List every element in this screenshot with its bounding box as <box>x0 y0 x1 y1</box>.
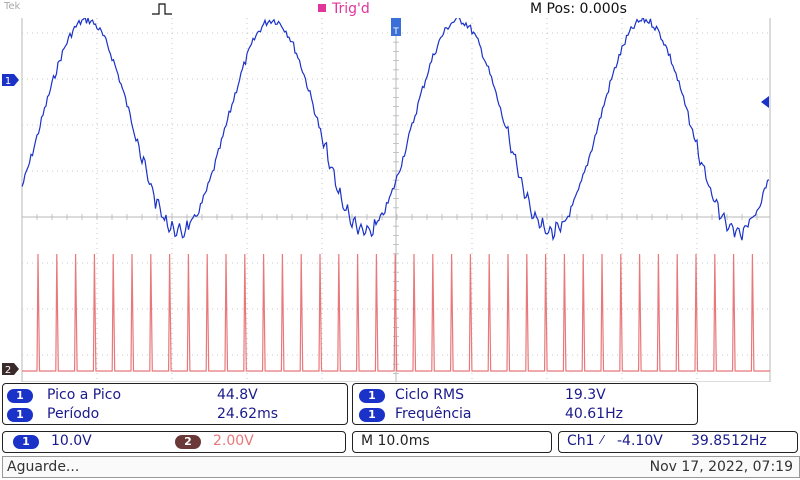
timebase-panel[interactable]: M 10.0ms <box>352 431 552 453</box>
ch2-marker-label: 2 <box>5 365 11 376</box>
measurement-row[interactable]: 1 Frequência 40.61Hz <box>359 405 693 423</box>
measurement-row[interactable]: 1 Ciclo RMS 19.3V <box>359 386 693 404</box>
measurement-row[interactable]: 1 Período 24.62ms <box>7 405 343 423</box>
ch2-waveform <box>22 254 770 371</box>
measurement-label: Frequência <box>395 405 472 423</box>
brand-label: Tek <box>4 1 20 12</box>
trigger-level-marker[interactable] <box>761 96 769 108</box>
status-message: Aguarde... <box>7 457 79 477</box>
waveform-display[interactable]: T 1 2 <box>0 18 800 382</box>
measurements-right-panel: 1 Ciclo RMS 19.3V 1 Frequência 40.61Hz <box>352 383 698 425</box>
trigger-status: Trig'd <box>318 1 370 17</box>
measurement-value: 44.8V <box>217 386 258 404</box>
svg-text:T: T <box>392 27 399 37</box>
measurement-value: 24.62ms <box>217 405 278 423</box>
measurement-value: 40.61Hz <box>565 405 623 423</box>
ch2-badge: 2 <box>175 435 201 449</box>
status-bar: Aguarde... Nov 17, 2022, 07:19 <box>2 456 800 478</box>
rising-edge-icon: ⁄ <box>601 433 603 447</box>
trigger-source: Ch1 <box>567 433 595 449</box>
trigger-edge-icon <box>152 3 172 15</box>
trigger-position-marker[interactable]: T <box>391 18 401 37</box>
trigger-frequency: 39.8512Hz <box>691 433 767 449</box>
measurement-label: Período <box>47 405 99 423</box>
trigger-status-icon <box>318 4 326 12</box>
channel-badge: 1 <box>7 408 33 422</box>
channel-settings-panel[interactable]: 1 10.0V 2 2.00V <box>2 431 346 453</box>
trigger-status-label: Trig'd <box>332 1 370 17</box>
measurement-row[interactable]: 1 Pico a Pico 44.8V <box>7 386 343 404</box>
horizontal-position: M Pos: 0.000s <box>530 1 627 17</box>
top-bar: Tek Trig'd M Pos: 0.000s <box>0 0 800 20</box>
channel-badge: 1 <box>359 408 385 422</box>
trigger-level: -4.10V <box>617 433 663 449</box>
measurement-label: Pico a Pico <box>47 386 121 404</box>
ch1-ground-marker[interactable]: 1 <box>2 74 19 87</box>
trigger-panel[interactable]: Ch1 ⁄ -4.10V 39.8512Hz <box>558 431 798 453</box>
channel-badge: 1 <box>7 389 33 403</box>
measurement-value: 19.3V <box>565 386 606 404</box>
ch2-ground-marker[interactable]: 2 <box>2 363 19 376</box>
status-datetime: Nov 17, 2022, 07:19 <box>650 457 793 477</box>
channel-badge: 1 <box>359 389 385 403</box>
ch1-scale: 10.0V <box>51 433 92 449</box>
ch2-scale: 2.00V <box>213 433 254 449</box>
timebase-value: M 10.0ms <box>361 433 430 449</box>
measurements-left-panel: 1 Pico a Pico 44.8V 1 Período 24.62ms <box>2 383 348 425</box>
ch1-badge: 1 <box>13 435 39 449</box>
measurement-label: Ciclo RMS <box>395 386 464 404</box>
ch1-marker-label: 1 <box>5 76 11 87</box>
